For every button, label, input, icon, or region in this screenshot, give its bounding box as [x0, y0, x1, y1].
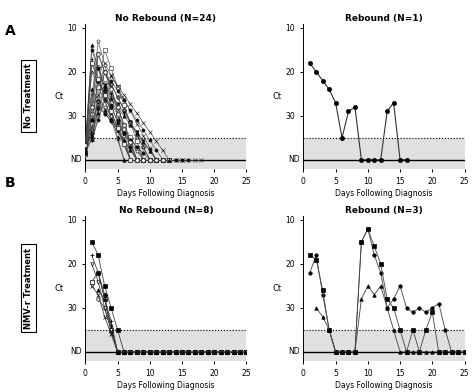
Text: NMV-r Treatment: NMV-r Treatment [24, 248, 33, 328]
Title: No Rebound (N=8): No Rebound (N=8) [118, 206, 213, 215]
Y-axis label: Ct: Ct [55, 284, 64, 292]
X-axis label: Days Following Diagnosis: Days Following Diagnosis [117, 381, 215, 390]
Text: ND: ND [71, 155, 82, 164]
Title: Rebound (N=1): Rebound (N=1) [345, 14, 423, 23]
X-axis label: Days Following Diagnosis: Days Following Diagnosis [117, 189, 215, 198]
Y-axis label: Ct: Ct [273, 92, 282, 100]
Text: B: B [5, 176, 15, 190]
Text: ND: ND [71, 347, 82, 356]
Bar [303, 330, 465, 363]
X-axis label: Days Following Diagnosis: Days Following Diagnosis [335, 381, 433, 390]
Y-axis label: Ct: Ct [55, 92, 64, 100]
Text: ND: ND [289, 347, 300, 356]
Text: ND: ND [289, 155, 300, 164]
X-axis label: Days Following Diagnosis: Days Following Diagnosis [335, 189, 433, 198]
Bar [85, 138, 246, 171]
Bar [303, 138, 465, 171]
Y-axis label: Ct: Ct [273, 284, 282, 292]
Text: A: A [5, 24, 16, 38]
Title: No Rebound (N=24): No Rebound (N=24) [115, 14, 217, 23]
Bar [85, 330, 246, 363]
Text: No Treatment: No Treatment [24, 64, 33, 129]
Title: Rebound (N=3): Rebound (N=3) [345, 206, 423, 215]
